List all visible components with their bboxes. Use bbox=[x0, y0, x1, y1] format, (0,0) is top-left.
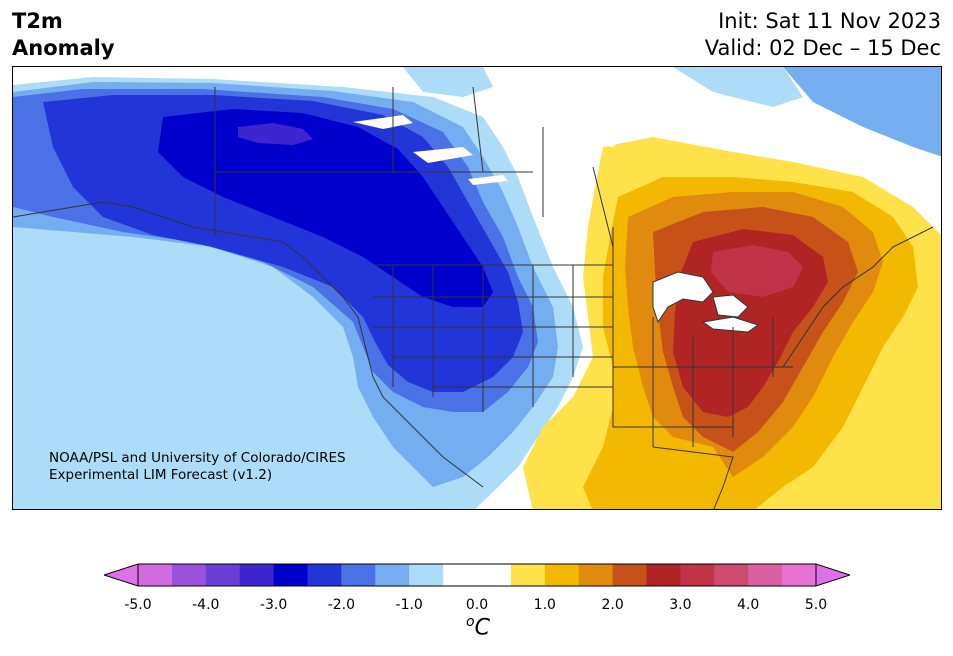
colorbar-tick-label: -1.0 bbox=[395, 597, 423, 613]
colorbar-under-arrow bbox=[104, 563, 139, 587]
colorbar-cell bbox=[477, 564, 512, 586]
colorbar-tick-label: 0.0 bbox=[465, 597, 489, 613]
colorbar-cell bbox=[443, 564, 478, 586]
credit-text: NOAA/PSL and University of Colorado/CIRE… bbox=[49, 450, 346, 484]
colorbar-cell bbox=[375, 564, 410, 586]
map-canvas bbox=[13, 67, 941, 509]
colorbar-cell bbox=[578, 564, 614, 586]
colorbar-cell bbox=[544, 564, 580, 586]
colorbar-cell bbox=[205, 564, 241, 586]
cold-region-5 bbox=[158, 109, 493, 307]
colorbar-cell bbox=[646, 564, 681, 586]
colorbar-tick-label: -4.0 bbox=[192, 597, 220, 613]
colorbar-unit: oC bbox=[466, 614, 490, 640]
colorbar-cell bbox=[612, 564, 647, 586]
colorbar-cell bbox=[714, 564, 749, 586]
colorbar bbox=[104, 563, 850, 587]
borders bbox=[13, 86, 934, 509]
colorbar-cell bbox=[171, 564, 207, 586]
valid-date: Valid: 02 Dec – 15 Dec bbox=[704, 36, 941, 60]
title-variable: T2m bbox=[12, 9, 63, 33]
colorbar-tick-label: 4.0 bbox=[737, 597, 760, 613]
colorbar-tick-label: 3.0 bbox=[669, 597, 692, 613]
colorbar-cell bbox=[138, 564, 173, 586]
credit-line1: NOAA/PSL and University of Colorado/CIRE… bbox=[49, 450, 346, 466]
warm-region-6 bbox=[711, 245, 803, 297]
colorbar-cell bbox=[307, 564, 342, 586]
hudson-bay bbox=[513, 67, 633, 147]
colorbar-cell bbox=[273, 564, 308, 586]
cold-region-6 bbox=[238, 123, 313, 145]
cold-region-north-3 bbox=[403, 67, 493, 97]
colorbar-tick-label: -5.0 bbox=[124, 597, 152, 613]
unit-letter: C bbox=[474, 615, 490, 641]
colorbar-cell bbox=[239, 564, 275, 586]
title-subtitle: Anomaly bbox=[12, 36, 115, 60]
colorbar-tick-label: 5.0 bbox=[804, 597, 828, 613]
arctic-ice-1 bbox=[353, 115, 413, 129]
colorbar-cell bbox=[748, 564, 783, 586]
cold-region-north-2 bbox=[673, 67, 803, 107]
colorbar-tick-label: -2.0 bbox=[327, 597, 356, 613]
arctic-ice-3 bbox=[468, 175, 508, 185]
credit-line2: Experimental LIM Forecast (v1.2) bbox=[49, 467, 273, 483]
colorbar-tick-label: -3.0 bbox=[259, 597, 288, 613]
colorbar-tick-label: 1.0 bbox=[533, 597, 556, 613]
colorbar-cells bbox=[138, 564, 817, 586]
init-date: Init: Sat 11 Nov 2023 bbox=[718, 9, 941, 33]
map-title: T2m Anomaly bbox=[12, 8, 115, 62]
great-lakes bbox=[652, 271, 760, 333]
colorbar-cell bbox=[409, 564, 444, 586]
colorbar-tick-label: 2.0 bbox=[601, 597, 624, 613]
colorbar-cell bbox=[341, 564, 376, 586]
cold-region-north-1 bbox=[783, 67, 941, 157]
unit-degree: o bbox=[466, 614, 475, 630]
colorbar-over-arrow bbox=[815, 563, 850, 587]
arctic-ice-2 bbox=[413, 147, 473, 163]
colorbar-cell bbox=[782, 564, 817, 586]
forecast-dates: Init: Sat 11 Nov 2023 Valid: 02 Dec – 15… bbox=[705, 8, 941, 62]
anomaly-map bbox=[12, 66, 942, 510]
colorbar-cell bbox=[510, 564, 546, 586]
colorbar-cell bbox=[680, 564, 715, 586]
